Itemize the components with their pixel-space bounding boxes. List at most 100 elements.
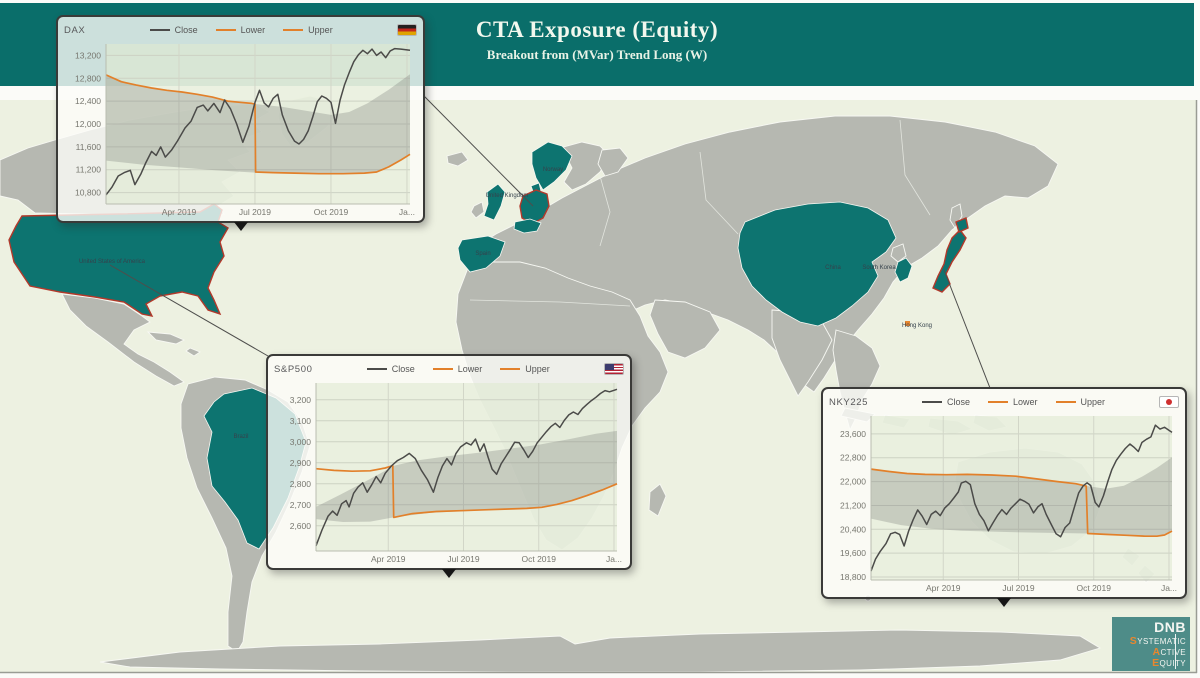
border-east-asia [899,119,931,216]
svg-text:Jul 2019: Jul 2019 [447,554,479,564]
nky225-legend: Close Lower Upper [868,397,1159,407]
germany-flag-icon [397,24,417,36]
continent-antarctica [99,629,1102,673]
country-label: Hong Kong [902,323,932,329]
svg-text:2,600: 2,600 [290,521,312,531]
island-madagascar [648,483,667,517]
legend-item-close[interactable]: Close [921,397,970,407]
country-spain[interactable] [457,235,506,273]
legend-label: Close [946,397,970,407]
country-label: China [825,265,841,271]
nky225-chart-title: NKY225 [829,396,868,408]
logo-word-systematic: Systematic [1129,635,1186,647]
svg-text:3,200: 3,200 [290,395,312,405]
country-ireland [470,201,485,219]
country-china[interactable] [737,201,897,327]
usa-flag-icon [604,363,624,375]
dax-legend: Close Lower Upper [85,25,397,35]
chart-popup-sp500: S&P500 Close Lower Upper 2,600 2,700 2,800 2,… [266,354,632,578]
svg-text:Oct 2019: Oct 2019 [521,554,556,564]
island-hispaniola [185,347,201,357]
legend-item-close[interactable]: Close [149,25,198,35]
legend-item-lower[interactable]: Lower [987,397,1038,407]
legend-item-close[interactable]: Close [366,364,415,374]
svg-text:11,200: 11,200 [76,165,102,175]
sp500-chart-plot: 2,600 2,700 2,800 2,900 3,000 3,100 3,200 Apr 2… [274,378,624,566]
svg-text:20,400: 20,400 [840,524,866,534]
country-north-korea [890,243,907,263]
country-japan[interactable] [932,228,967,293]
svg-text:Oct 2019: Oct 2019 [314,207,349,217]
legend-item-upper[interactable]: Upper [1055,397,1106,407]
legend-item-upper[interactable]: Upper [283,25,333,35]
svg-text:2,900: 2,900 [290,458,312,468]
svg-text:Jul 2019: Jul 2019 [239,207,271,217]
legend-label: Close [391,364,415,374]
legend-swatch-icon [283,29,304,31]
hong-kong-marker-icon[interactable] [905,321,910,326]
legend-label: Upper [525,364,550,374]
legend-item-upper[interactable]: Upper [500,364,550,374]
svg-text:2,700: 2,700 [290,500,312,510]
japan-flag-icon [1159,396,1179,408]
legend-label: Close [174,25,198,35]
legend-label: Lower [457,364,483,374]
chart-popup-dax: DAX Close Lower Upper 10,800 11,200 11,600 12… [56,15,425,231]
connector-line-nky [943,269,991,389]
legend-swatch-icon [1055,401,1076,403]
sp500-callout-pointer-icon [442,569,456,578]
country-norway[interactable] [531,141,573,191]
svg-text:Apr 2019: Apr 2019 [371,554,406,564]
dax-chart-title: DAX [64,24,86,36]
border-europe-russia [599,175,611,247]
svg-text:18,800: 18,800 [840,572,866,582]
svg-text:12,000: 12,000 [75,119,101,129]
country-label: South Korea [862,265,896,271]
svg-text:12,400: 12,400 [75,96,101,106]
country-uk[interactable] [483,183,506,221]
svg-text:10,800: 10,800 [75,188,101,198]
country-mexico [61,293,185,387]
svg-text:2,800: 2,800 [290,479,312,489]
region-arabia [649,299,721,359]
border-central-asia [699,151,739,235]
country-japan-hokkaido[interactable] [955,217,969,233]
svg-text:Ja...: Ja... [606,554,622,564]
dax-callout-pointer-icon [233,222,248,231]
logo-word-active: Active [1152,646,1186,658]
legend-swatch-icon [500,368,521,370]
legend-item-lower[interactable]: Lower [432,364,483,374]
legend-swatch-icon [987,401,1008,403]
legend-label: Upper [308,25,333,35]
svg-text:3,000: 3,000 [290,437,312,447]
country-label: Spain [475,251,490,257]
S&P500-plot-svg: 2,600 2,700 2,800 2,900 3,000 3,100 3,200 Apr 2… [290,383,622,564]
sp500-legend: Close Lower Upper [312,364,604,374]
dax-chart-plot: 10,800 11,200 11,600 12,000 12,400 12,800 13,2… [64,39,417,219]
country-sweden [559,141,611,191]
svg-text:22,000: 22,000 [840,477,866,487]
dax-popup-header: DAX Close Lower Upper [64,21,417,39]
country-germany[interactable] [519,189,550,225]
svg-text:19,600: 19,600 [840,548,866,558]
country-south-korea[interactable] [894,257,913,283]
country-switzerland-austria[interactable] [513,218,542,234]
svg-text:Jul 2019: Jul 2019 [1002,583,1034,593]
logo-divider [1175,634,1176,669]
sp500-popup-header: S&P500 Close Lower Upper [274,360,624,378]
legend-label: Upper [1080,397,1106,407]
logo-word-equity: Equity [1152,657,1186,669]
island-cuba [146,331,186,345]
legend-swatch-icon [921,401,942,403]
legend-item-lower[interactable]: Lower [215,25,265,35]
svg-text:Ja...: Ja... [399,207,415,217]
legend-swatch-icon [215,29,236,31]
svg-text:12,800: 12,800 [75,73,101,83]
country-finland [597,147,629,177]
page-subtitle: Breakout from (MVar) Trend Long (W) [486,47,708,62]
page-title: CTA Exposure (Equity) [475,17,719,42]
border-north-africa [469,299,631,307]
connector-line-spx [109,264,269,357]
country-label: United Kingdom [486,193,529,199]
logo-words: Systematic Active Equity [1130,636,1186,669]
